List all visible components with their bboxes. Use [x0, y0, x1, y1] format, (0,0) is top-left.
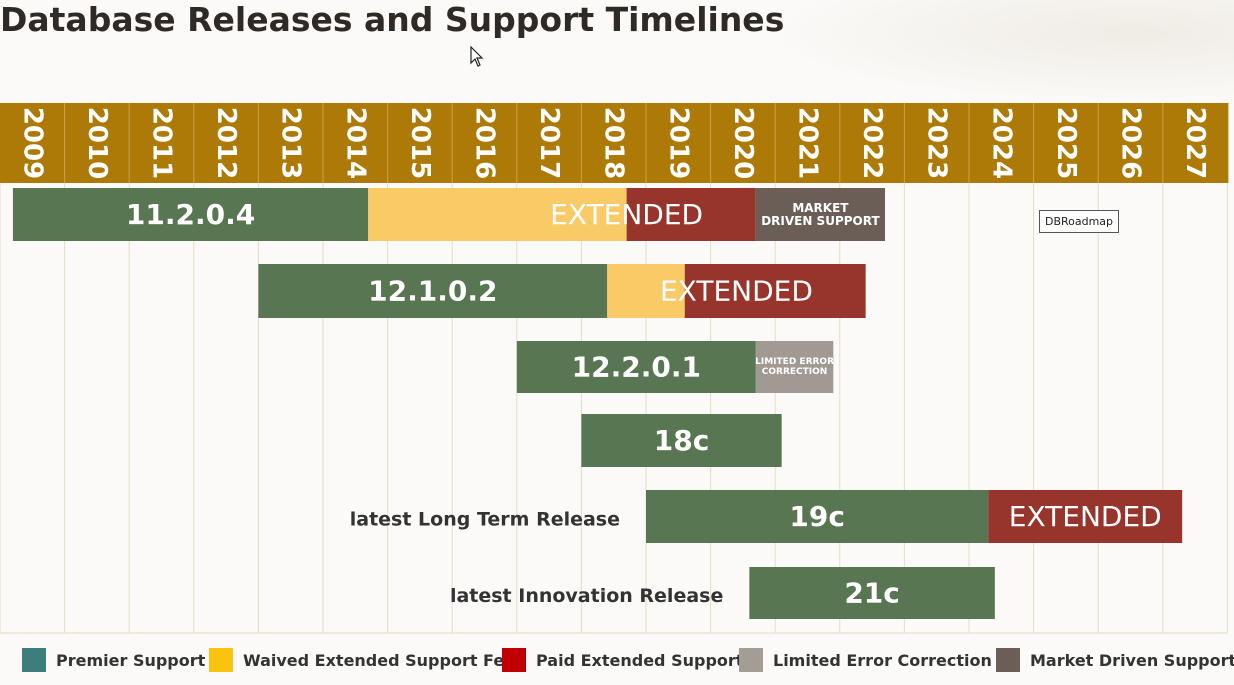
release-label: 21c [844, 577, 900, 610]
extended-label: EXTENDED [550, 198, 703, 231]
bar-premier [258, 264, 608, 318]
year-label: 2021 [793, 107, 823, 179]
bar-premier [516, 341, 756, 393]
legend-label: Premier Support [56, 650, 206, 670]
year-label: 2014 [340, 107, 370, 179]
legend-swatch [502, 648, 526, 672]
tooltip: DBRoadmap [1039, 210, 1119, 233]
year-label: 2018 [599, 107, 629, 179]
release-label: 19c [789, 500, 845, 533]
year-label: 2016 [470, 107, 500, 179]
legend-label: Waived Extended Support Fee [243, 650, 516, 670]
legend-item: Limited Error Correction [739, 648, 992, 672]
legend-swatch [739, 648, 763, 672]
legend-swatch [996, 648, 1020, 672]
bar-premier [581, 414, 782, 467]
page-title: Database Releases and Support Timelines [0, 0, 785, 39]
year-label: 2012 [211, 107, 241, 179]
year-label: 2011 [147, 107, 177, 179]
bar-waived [368, 188, 627, 241]
release-label: 12.2.0.1 [572, 351, 701, 384]
year-label: 2022 [857, 107, 887, 179]
bar-paid [684, 264, 866, 318]
year-label: 2023 [922, 107, 952, 179]
year-label: 2013 [276, 107, 306, 179]
extended-label: EXTENDED [660, 275, 813, 308]
release-label: 12.1.0.2 [368, 275, 497, 308]
bar-premier [749, 567, 995, 619]
legend-item: Premier Support [22, 648, 205, 672]
legend-label: Market Driven Support [1030, 650, 1234, 670]
year-label: 2010 [82, 107, 112, 179]
release-label: 18c [654, 424, 710, 457]
bar-paid [626, 188, 756, 241]
bar-label: CORRECTION [762, 367, 828, 377]
bar-waived [607, 264, 685, 318]
bar-label: MARKET [792, 201, 849, 215]
legend: Premier Support Waived Extended Support F… [0, 642, 1234, 682]
release-label: 11.2.0.4 [126, 198, 255, 231]
legend-item: Paid Extended Support [502, 648, 743, 672]
year-label: 2020 [728, 107, 758, 179]
decorative-pattern [734, 0, 1234, 110]
year-label: 2009 [17, 107, 47, 179]
bar-paid [988, 490, 1183, 543]
row-label: latest Long Term Release [350, 509, 620, 531]
year-label: 2024 [986, 107, 1016, 179]
legend-label: Paid Extended Support [536, 650, 744, 670]
year-label: 2026 [1116, 107, 1146, 179]
bar-label: EXTENDED [1009, 500, 1162, 533]
bar-premier [12, 188, 369, 241]
year-label: 2025 [1051, 107, 1081, 179]
legend-swatch [209, 648, 233, 672]
timeline-chart: 2009 2010 2011 2012 2013 2014 2015 2016 2017 2018… [0, 103, 1229, 634]
year-label: 2015 [405, 107, 435, 179]
year-label: 2019 [663, 107, 693, 179]
legend-item: Waived Extended Support Fee [209, 648, 515, 672]
legend-label: Limited Error Correction [773, 650, 992, 670]
year-label: 2017 [534, 107, 564, 179]
bar-limited [755, 341, 834, 393]
bar-market [755, 188, 886, 241]
bar-premier [646, 490, 989, 543]
bar-label: DRIVEN SUPPORT [761, 214, 880, 228]
row-label: latest Innovation Release [450, 585, 723, 607]
legend-swatch [22, 648, 46, 672]
legend-item: Market Driven Support [996, 648, 1234, 672]
mouse-cursor-icon [470, 46, 484, 67]
year-header-band [0, 103, 1229, 183]
bar-label: LIMITED ERROR [755, 357, 834, 367]
year-label: 2027 [1180, 107, 1210, 179]
